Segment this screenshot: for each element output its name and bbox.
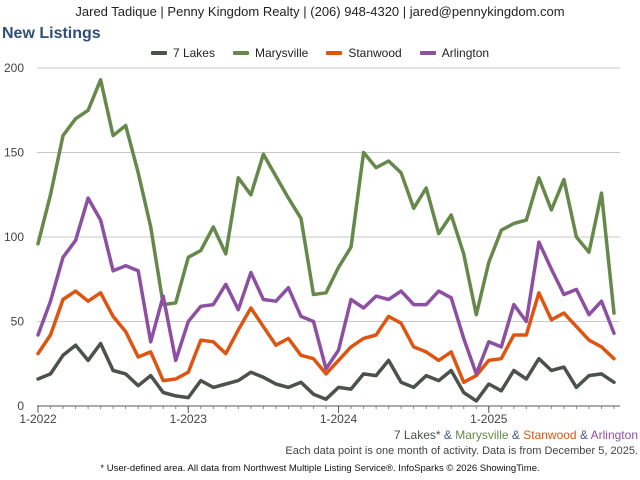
y-tick-label-200: 200 — [4, 61, 24, 75]
legend-item-7-lakes: 7 Lakes — [150, 45, 215, 61]
series-line-7-lakes — [36, 341, 616, 403]
x-tick-label-1-2023: 1-2023 — [170, 412, 208, 426]
legend-label: 7 Lakes — [172, 46, 215, 60]
x-tick-label-1-2024: 1-2024 — [320, 412, 358, 426]
legend-item-stanwood: Stanwood — [326, 45, 402, 61]
legend-label: Marysville — [254, 46, 309, 60]
legend-swatch — [419, 51, 436, 55]
legend-label: Arlington — [441, 46, 490, 60]
footnote-note: Each data point is one month of activity… — [285, 445, 638, 457]
footnote-series-part: & — [440, 428, 456, 442]
footnote-series-part: & — [576, 428, 591, 442]
legend-item-arlington: Arlington — [419, 45, 490, 61]
x-tick-label-1-2025: 1-2025 — [470, 412, 508, 426]
y-tick-label-50: 50 — [11, 315, 25, 329]
footer-disclaimer: * User-defined area. All data from North… — [100, 463, 540, 474]
legend-label: Stanwood — [348, 46, 402, 60]
legend-item-marysville: Marysville — [232, 45, 309, 61]
y-tick-label-0: 0 — [17, 399, 24, 413]
footnote-series-part: & — [508, 428, 524, 442]
chart-title: New Listings — [2, 25, 101, 42]
y-tick-label-150: 150 — [4, 146, 24, 160]
footnote-series-part: Stanwood — [523, 428, 577, 442]
series-line-marysville — [36, 78, 616, 317]
legend: 7 Lakes Marysville Stanwood Arlington — [0, 45, 640, 61]
series-line-stanwood — [36, 289, 616, 385]
header-contact: Jared Tadique | Penny Kingdom Realty | (… — [75, 3, 565, 19]
legend-swatch — [150, 51, 167, 55]
y-tick-label-100: 100 — [4, 230, 24, 244]
footnote-series-part: Arlington — [590, 428, 638, 442]
footnote-series-names: 7 Lakes* & Marysville & Stanwood & Arlin… — [394, 428, 638, 442]
series-line-arlington — [36, 196, 616, 376]
footnote-series-part: 7 Lakes* — [393, 428, 441, 442]
legend-swatch — [232, 51, 249, 55]
legend-swatch — [326, 51, 343, 55]
footnote-series-part: Marysville — [455, 428, 509, 442]
x-tick-label-1-2022: 1-2022 — [19, 412, 57, 426]
